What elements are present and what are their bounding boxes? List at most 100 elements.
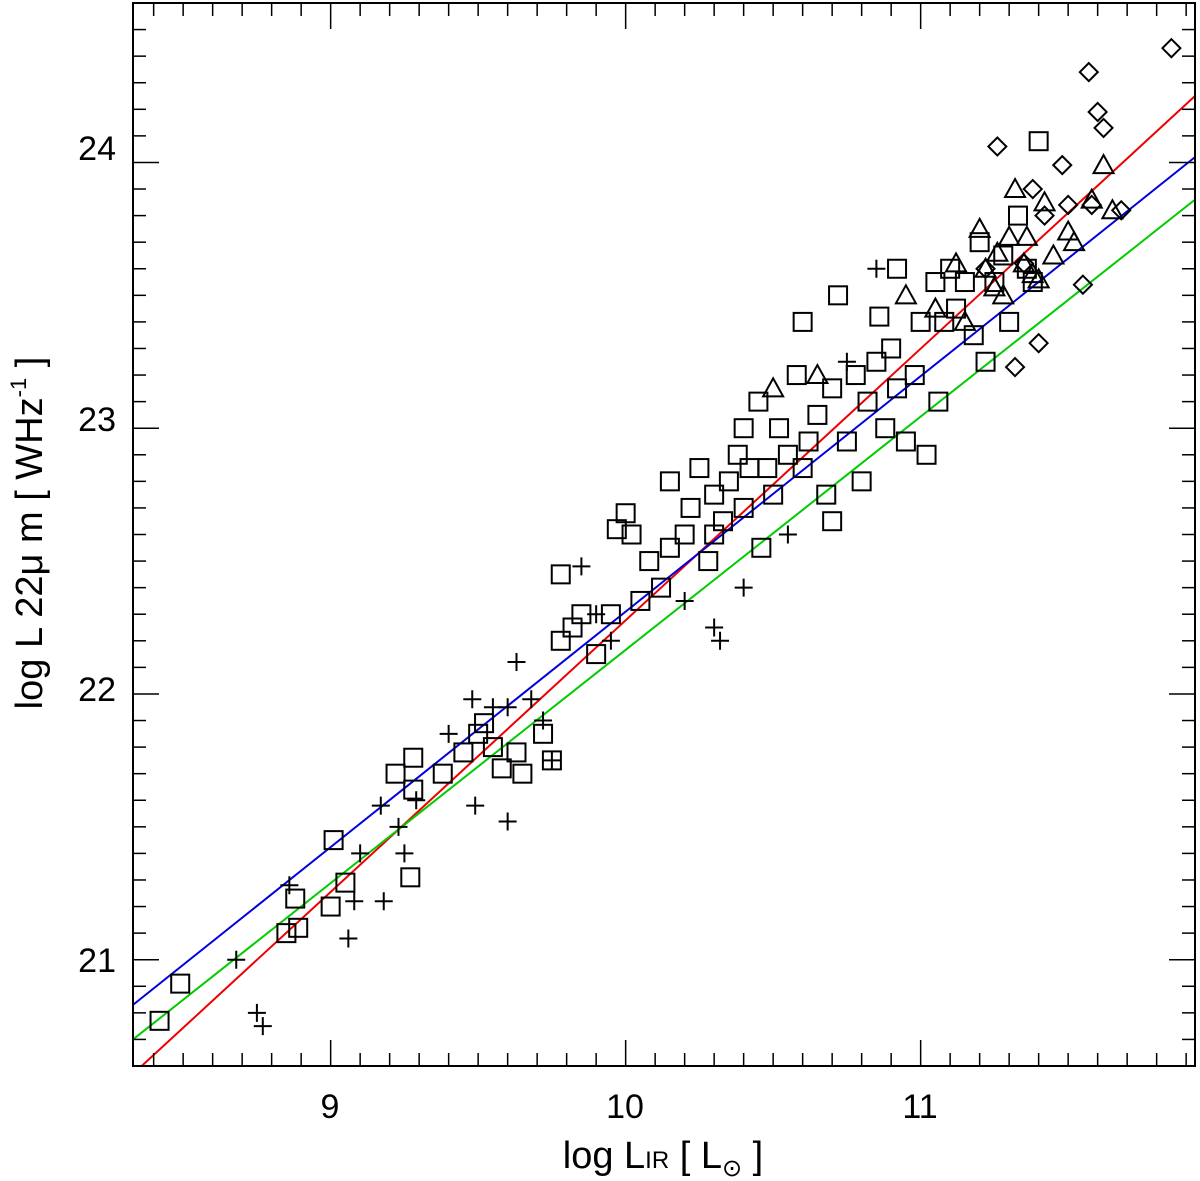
x-axis-title-sub: IR <box>645 1147 669 1174</box>
plus-marker <box>280 876 299 895</box>
plus-marker <box>498 812 517 831</box>
x-tick-label: 11 <box>902 1088 937 1126</box>
y-tick-label: 24 <box>78 130 116 168</box>
plus-marker <box>247 1003 266 1022</box>
square-marker <box>403 779 424 800</box>
plot-frame <box>132 2 1196 1067</box>
square-marker <box>798 431 819 452</box>
square-marker <box>869 306 890 327</box>
square-marker <box>506 742 527 763</box>
square-marker <box>993 245 1014 266</box>
triangle-marker <box>1032 190 1057 212</box>
square-marker <box>320 896 341 917</box>
diamond-marker <box>1160 37 1182 59</box>
square-marker <box>512 763 533 784</box>
square-marker <box>828 285 849 306</box>
plus-marker <box>339 929 358 948</box>
triangle-marker <box>953 309 977 331</box>
diamond-marker <box>1028 332 1050 354</box>
plus-marker <box>587 605 606 624</box>
plus-marker <box>345 892 364 911</box>
plus-marker <box>572 557 591 576</box>
square-marker <box>453 742 474 763</box>
diamond-marker <box>1081 194 1103 216</box>
square-marker <box>928 391 949 412</box>
square-marker <box>845 365 866 386</box>
x-axis-title: log LIR [ L⊙ ] <box>563 1135 763 1181</box>
square-marker <box>704 524 725 545</box>
square-marker <box>769 418 790 439</box>
square-marker <box>1028 131 1049 152</box>
square-marker <box>674 524 695 545</box>
square-marker <box>1008 205 1028 226</box>
square-marker <box>822 378 843 399</box>
x-axis-title-prefix: log L <box>563 1135 645 1177</box>
plus-marker <box>507 653 526 672</box>
plus-marker <box>837 352 856 371</box>
square-marker <box>733 418 754 439</box>
triangle-marker <box>923 296 948 318</box>
square-marker <box>550 564 571 585</box>
square-marker <box>748 391 769 412</box>
square-marker <box>999 311 1020 332</box>
square-marker <box>385 763 406 784</box>
square-marker <box>323 830 344 851</box>
triangle-marker <box>761 376 785 398</box>
triangle-marker <box>805 362 830 385</box>
plus-marker <box>778 525 797 544</box>
square-marker <box>904 365 925 386</box>
diamond-marker <box>986 136 1008 157</box>
triangle-marker <box>1015 224 1039 246</box>
square-marker <box>836 431 857 452</box>
y-axis-title-sup: -1 <box>6 378 31 398</box>
diamond-marker <box>1013 253 1035 274</box>
square-marker <box>916 444 937 465</box>
square-marker <box>285 888 306 909</box>
diamond-marker <box>975 258 996 280</box>
plus-marker <box>711 631 730 650</box>
square-marker <box>887 258 908 279</box>
plus-marker <box>498 698 517 717</box>
square-marker <box>403 747 424 768</box>
diamond-marker <box>1022 178 1044 200</box>
plus-marker <box>601 631 620 650</box>
triangle-marker <box>944 251 968 273</box>
axis-ticks <box>133 2 1195 1067</box>
y-axis-title-prefix: log L 22 <box>9 575 51 709</box>
square-marker <box>875 418 896 439</box>
square-marker <box>866 351 887 372</box>
square-marker <box>704 484 725 505</box>
square-marker <box>288 917 309 938</box>
plus-marker <box>867 259 886 278</box>
plus-marker <box>389 817 408 836</box>
triangle-marker <box>982 275 1007 297</box>
triangle-marker <box>1041 243 1066 265</box>
diamond-marker <box>1072 274 1094 296</box>
square-marker <box>786 365 807 386</box>
plus-marker <box>734 578 753 597</box>
square-marker <box>659 537 680 558</box>
triangle-marker <box>997 224 1021 246</box>
square-marker <box>689 458 710 479</box>
square-marker <box>491 758 512 779</box>
square-marker <box>910 311 931 332</box>
diamond-marker <box>1110 199 1132 221</box>
square-marker <box>792 458 813 479</box>
square-marker <box>482 737 503 758</box>
plus-marker <box>534 711 553 730</box>
square-marker <box>807 404 828 425</box>
square-marker <box>822 511 843 532</box>
y-axis-title: log L 22μ m [ WHz-1 ] <box>6 357 51 710</box>
square-marker <box>468 723 489 744</box>
square-marker <box>777 444 798 465</box>
square-marker <box>432 763 453 784</box>
y-axis-title-mid: m [ WHz <box>9 397 51 553</box>
square-marker <box>400 867 421 888</box>
plus-marker <box>705 618 724 637</box>
plus-marker <box>542 751 561 770</box>
triangle-marker <box>1003 176 1027 199</box>
x-axis-title-close: ] <box>742 1135 763 1177</box>
green-fit-line <box>133 198 1195 1041</box>
square-marker <box>925 272 946 293</box>
